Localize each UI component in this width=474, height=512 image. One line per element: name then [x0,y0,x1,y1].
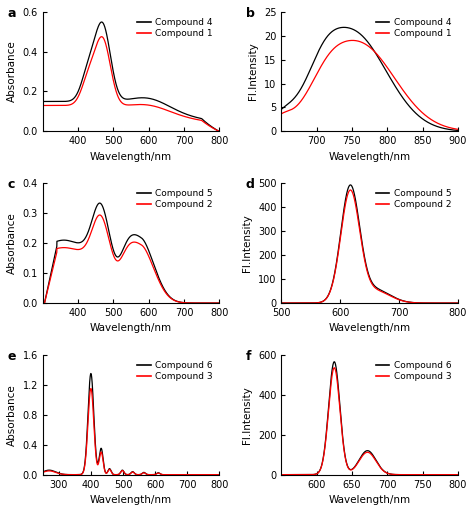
Text: d: d [246,178,255,191]
Y-axis label: FI.Intensity: FI.Intensity [242,386,252,443]
Legend: Compound 6, Compound 3: Compound 6, Compound 3 [374,359,453,382]
Y-axis label: FI.Intensity: FI.Intensity [248,42,258,100]
X-axis label: Wavelength/nm: Wavelength/nm [328,152,410,162]
X-axis label: Wavelength/nm: Wavelength/nm [90,324,172,333]
Y-axis label: Absorbance: Absorbance [7,212,17,274]
Y-axis label: Absorbance: Absorbance [7,40,17,102]
X-axis label: Wavelength/nm: Wavelength/nm [328,324,410,333]
Text: b: b [246,7,255,20]
Legend: Compound 4, Compound 1: Compound 4, Compound 1 [374,16,453,39]
Y-axis label: Absorbance: Absorbance [7,384,17,445]
Text: a: a [8,7,16,20]
X-axis label: Wavelength/nm: Wavelength/nm [90,495,172,505]
Text: f: f [246,350,252,363]
Text: e: e [8,350,16,363]
Legend: Compound 5, Compound 2: Compound 5, Compound 2 [136,188,215,211]
Legend: Compound 5, Compound 2: Compound 5, Compound 2 [374,188,453,211]
Legend: Compound 4, Compound 1: Compound 4, Compound 1 [136,16,215,39]
X-axis label: Wavelength/nm: Wavelength/nm [90,152,172,162]
Text: c: c [8,178,15,191]
X-axis label: Wavelength/nm: Wavelength/nm [328,495,410,505]
Y-axis label: FI.Intensity: FI.Intensity [242,214,252,272]
Legend: Compound 6, Compound 3: Compound 6, Compound 3 [136,359,215,382]
